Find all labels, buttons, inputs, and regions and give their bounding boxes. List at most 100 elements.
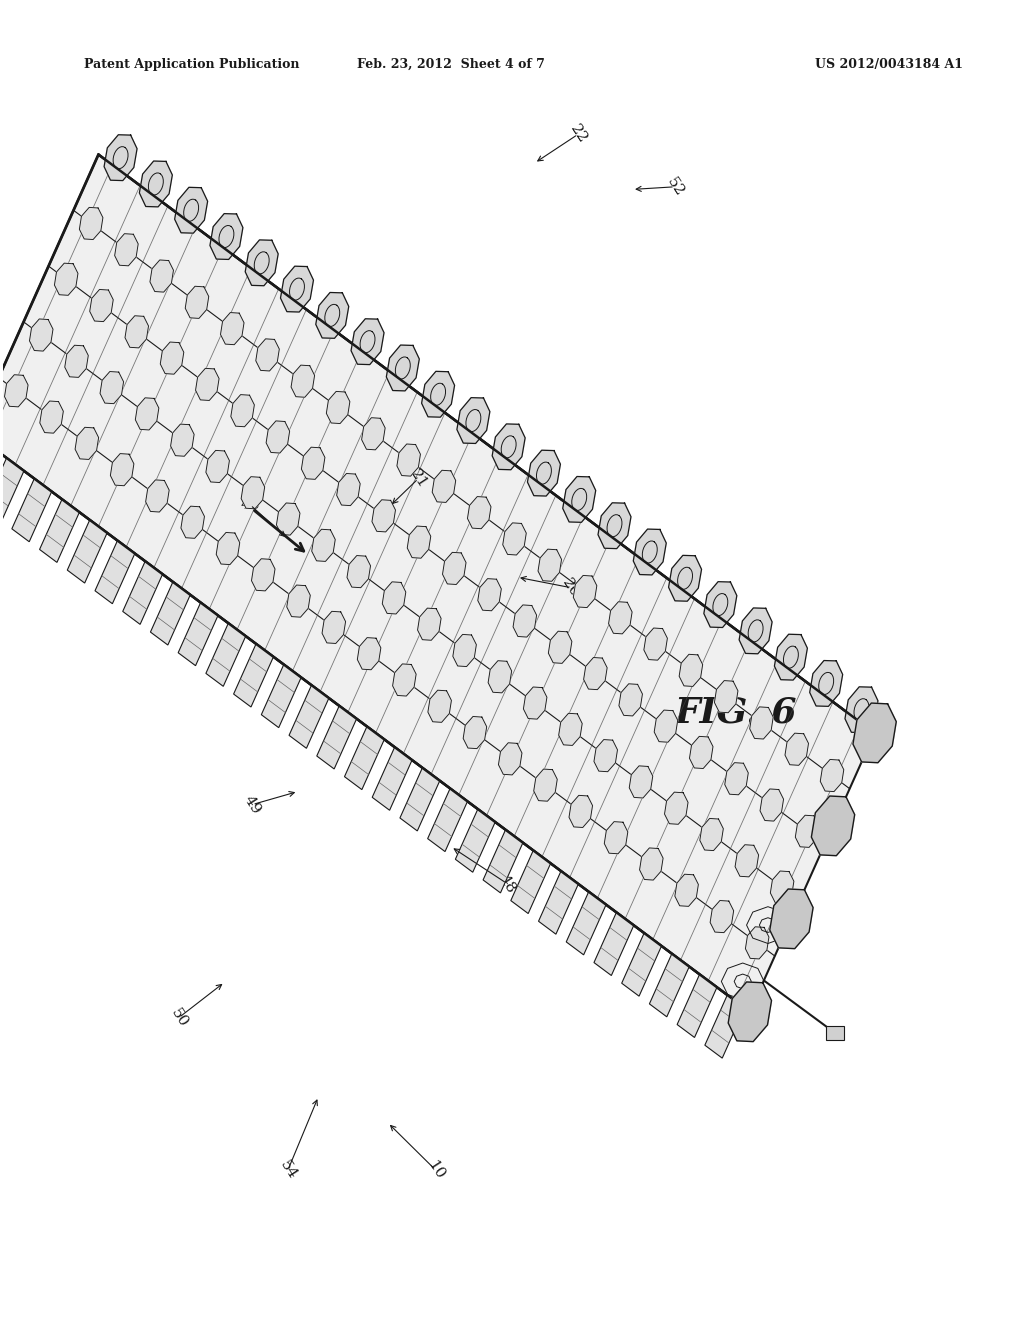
Polygon shape [785, 733, 809, 766]
Polygon shape [503, 523, 526, 554]
Polygon shape [633, 529, 667, 576]
Text: US 2012/0043184 A1: US 2012/0043184 A1 [815, 58, 963, 71]
Polygon shape [428, 690, 452, 722]
Polygon shape [123, 561, 163, 624]
Polygon shape [95, 541, 135, 603]
Polygon shape [534, 770, 557, 801]
Polygon shape [301, 447, 325, 479]
Polygon shape [104, 135, 137, 181]
Polygon shape [266, 421, 290, 453]
Text: 10: 10 [424, 1158, 446, 1181]
Polygon shape [327, 392, 350, 424]
Polygon shape [456, 809, 496, 873]
Polygon shape [256, 339, 280, 371]
Polygon shape [770, 871, 794, 903]
Polygon shape [679, 655, 702, 686]
Polygon shape [145, 480, 169, 512]
Polygon shape [281, 267, 313, 312]
Polygon shape [654, 710, 678, 742]
Polygon shape [618, 684, 642, 715]
Polygon shape [372, 500, 395, 532]
Polygon shape [125, 315, 148, 348]
Polygon shape [569, 796, 593, 828]
Polygon shape [811, 796, 855, 855]
Polygon shape [594, 912, 634, 975]
Polygon shape [311, 529, 335, 561]
Polygon shape [100, 371, 124, 404]
Polygon shape [357, 638, 381, 669]
Polygon shape [760, 789, 783, 821]
Polygon shape [499, 743, 522, 775]
Polygon shape [181, 506, 205, 539]
Text: 48: 48 [496, 871, 518, 895]
Polygon shape [820, 759, 844, 792]
Polygon shape [422, 371, 455, 417]
Polygon shape [710, 900, 733, 933]
Text: Patent Application Publication: Patent Application Publication [84, 58, 300, 71]
Polygon shape [513, 605, 537, 638]
Polygon shape [573, 576, 597, 607]
Polygon shape [703, 582, 737, 627]
Polygon shape [584, 657, 607, 689]
Polygon shape [382, 582, 406, 614]
Polygon shape [745, 927, 769, 958]
Polygon shape [539, 871, 579, 935]
Polygon shape [386, 345, 419, 391]
Polygon shape [323, 611, 345, 643]
Polygon shape [150, 260, 173, 292]
Polygon shape [629, 766, 652, 799]
Polygon shape [65, 346, 88, 378]
Polygon shape [220, 313, 244, 345]
Polygon shape [0, 154, 874, 1012]
Polygon shape [845, 686, 878, 733]
Polygon shape [289, 685, 329, 748]
Polygon shape [161, 342, 183, 374]
Polygon shape [135, 397, 159, 430]
Polygon shape [54, 263, 78, 296]
Polygon shape [206, 623, 246, 686]
Polygon shape [418, 609, 441, 640]
Polygon shape [30, 319, 53, 351]
Polygon shape [337, 474, 360, 506]
Polygon shape [774, 634, 807, 680]
Text: 54: 54 [276, 1158, 299, 1181]
Polygon shape [622, 933, 662, 997]
Polygon shape [566, 892, 606, 954]
Polygon shape [689, 737, 713, 768]
Polygon shape [400, 768, 439, 830]
Polygon shape [705, 995, 744, 1059]
Polygon shape [0, 458, 24, 521]
Polygon shape [739, 609, 772, 653]
Polygon shape [675, 874, 698, 907]
Polygon shape [397, 444, 421, 477]
Polygon shape [276, 503, 300, 535]
Polygon shape [488, 661, 512, 693]
Polygon shape [699, 818, 723, 850]
Polygon shape [291, 366, 314, 397]
Polygon shape [196, 368, 219, 400]
Text: 22: 22 [567, 123, 590, 147]
Polygon shape [351, 318, 384, 364]
Polygon shape [372, 747, 412, 810]
Polygon shape [594, 739, 617, 772]
Polygon shape [40, 401, 63, 433]
Polygon shape [549, 631, 571, 664]
Polygon shape [242, 477, 264, 508]
Polygon shape [604, 821, 628, 854]
Polygon shape [598, 503, 631, 549]
Polygon shape [669, 556, 701, 601]
Polygon shape [68, 520, 108, 583]
Polygon shape [80, 207, 102, 239]
Text: 21: 21 [408, 466, 429, 491]
Polygon shape [230, 395, 254, 426]
Polygon shape [608, 602, 632, 634]
Polygon shape [315, 293, 349, 338]
Polygon shape [12, 479, 51, 541]
Polygon shape [344, 726, 384, 789]
Polygon shape [826, 1027, 845, 1040]
Polygon shape [175, 187, 208, 234]
Text: 52: 52 [664, 174, 686, 199]
Polygon shape [463, 717, 486, 748]
Polygon shape [75, 428, 98, 459]
Polygon shape [644, 628, 668, 660]
